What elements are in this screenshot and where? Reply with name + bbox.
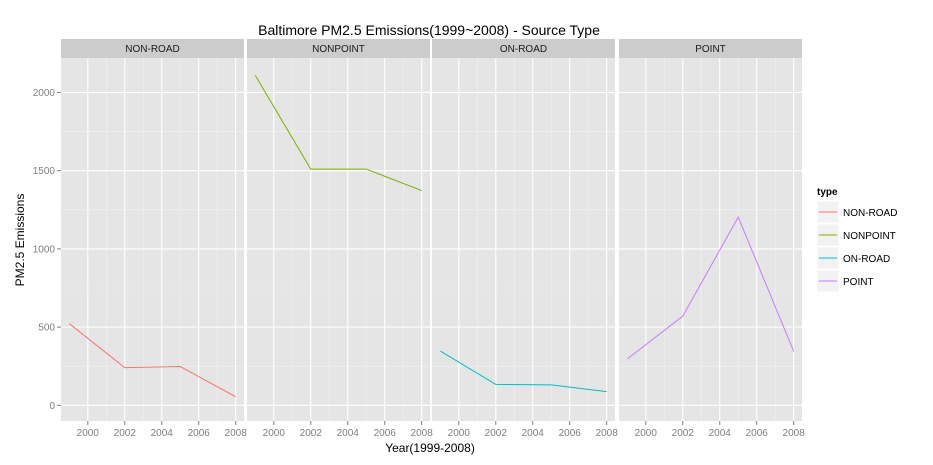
panel-background xyxy=(61,58,244,421)
facet-strip xyxy=(61,39,244,58)
facet-strip-label: ON-ROAD xyxy=(500,44,547,55)
x-tick-label: 2008 xyxy=(783,428,806,439)
facet-panels: NON-ROAD 2000 2002 2004 2006 2008 NONPOINT 2000… xyxy=(61,39,805,439)
facet-panel-point: POINT 2000 2002 2004 2006 2008 xyxy=(619,39,805,439)
x-tick-label: 2004 xyxy=(337,428,360,439)
x-tick-label: 2002 xyxy=(114,428,137,439)
x-tick-label: 2008 xyxy=(596,428,619,439)
x-tick-label: 2008 xyxy=(411,428,434,439)
series-line-point xyxy=(627,215,795,360)
facet-panel-non-road: NON-ROAD 2000 2002 2004 2006 2008 xyxy=(61,39,247,439)
facet-panel-on-road: ON-ROAD 2000 2002 2004 2006 2008 xyxy=(432,39,618,439)
legend-item-nonpoint: NONPOINT xyxy=(816,223,896,247)
x-tick-label: 2000 xyxy=(635,428,658,439)
x-tick-label: 2008 xyxy=(225,428,248,439)
panel-background xyxy=(432,58,615,421)
x-tick-label: 2002 xyxy=(485,428,508,439)
facet-strip-label: NONPOINT xyxy=(312,44,365,55)
x-tick-label: 2004 xyxy=(151,428,174,439)
y-axis-title: PM2.5 Emissions xyxy=(13,194,27,287)
legend-title: type xyxy=(817,187,838,198)
legend-item-on-road: ON-ROAD xyxy=(816,246,890,270)
facet-strip xyxy=(619,39,802,58)
series-line-nonpoint xyxy=(254,75,422,191)
facet-strip-label: NON-ROAD xyxy=(125,44,179,55)
facet-strip xyxy=(247,39,430,58)
x-tick-label: 2002 xyxy=(672,428,695,439)
legend-label: NONPOINT xyxy=(843,231,896,242)
series-line-on-road xyxy=(440,350,607,393)
x-tick-label: 2000 xyxy=(448,428,471,439)
y-tick-label: 0 xyxy=(49,401,55,412)
y-tick-label: 2000 xyxy=(33,88,56,99)
chart-title: Baltimore PM2.5 Emissions(1999~2008) - S… xyxy=(258,22,600,38)
legend-label: POINT xyxy=(843,277,874,288)
legend: type NON-ROAD NONPOINT ON-ROAD POINT xyxy=(816,187,897,293)
legend-label: ON-ROAD xyxy=(843,254,890,265)
x-tick-label: 2006 xyxy=(559,428,582,439)
x-tick-label: 2000 xyxy=(77,428,100,439)
y-tick-label: 1500 xyxy=(33,166,56,177)
facet-panel-nonpoint: NONPOINT 2000 2002 2004 2006 2008 xyxy=(247,39,433,439)
y-tick-label: 500 xyxy=(38,323,55,334)
legend-label: NON-ROAD xyxy=(843,208,897,219)
x-tick-label: 2004 xyxy=(709,428,732,439)
y-axis: 0 500 1000 1500 2000 xyxy=(33,88,61,412)
x-tick-label: 2002 xyxy=(300,428,323,439)
x-tick-label: 2006 xyxy=(374,428,397,439)
panel-background xyxy=(247,58,430,421)
facet-strip xyxy=(432,39,615,58)
series-line-non-road xyxy=(69,323,236,398)
y-tick-label: 1000 xyxy=(33,244,56,255)
panel-background xyxy=(619,58,802,421)
x-tick-label: 2000 xyxy=(263,428,286,439)
legend-item-non-road: NON-ROAD xyxy=(816,200,897,224)
legend-item-point: POINT xyxy=(816,269,874,293)
x-tick-label: 2004 xyxy=(522,428,545,439)
x-axis-title: Year(1999-2008) xyxy=(385,441,475,455)
x-tick-label: 2006 xyxy=(188,428,211,439)
facet-strip-label: POINT xyxy=(695,44,726,55)
x-tick-label: 2006 xyxy=(746,428,769,439)
